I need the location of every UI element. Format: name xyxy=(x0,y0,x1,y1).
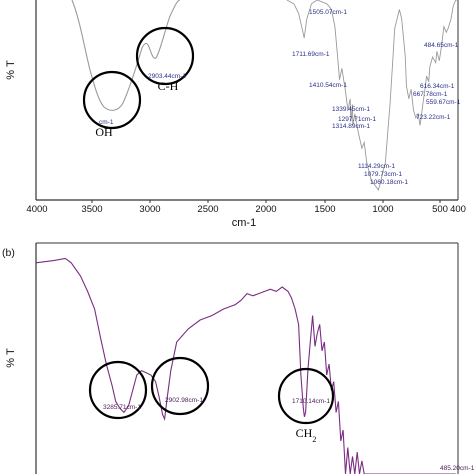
peak-label: 3285.71cm-1 xyxy=(103,404,141,411)
peak-label: 1710.14cm-1 xyxy=(292,398,330,405)
panel-b-spectrum-series xyxy=(35,257,456,474)
panel-a-oh-circle xyxy=(82,70,142,130)
peak-label: 723.22cm-1 xyxy=(416,114,451,121)
peak-label: 559.67cm-1 xyxy=(426,99,461,106)
peak-label: 1505.07cm-1 xyxy=(309,9,347,16)
peak-label: 1314.89cm-1 xyxy=(332,123,370,130)
x-tick-label: 500 xyxy=(432,204,448,215)
panel-b-peak-labels: 3285.71cm-1 2902.98cm-1 1710.14cm-1 485.20c… xyxy=(103,397,474,472)
peak-label: 2902.98cm-1 xyxy=(165,397,203,404)
peak-label: 1339.45cm-1 xyxy=(332,106,370,113)
x-tick-label: 2000 xyxy=(255,204,276,215)
panel-b-ch-circle xyxy=(150,356,210,416)
peak-label: 1711.69cm-1 xyxy=(292,51,330,58)
panel-a-y-axis-title: % T xyxy=(5,60,17,80)
panel-a-spectrum-series xyxy=(286,0,458,192)
panel-b-group-label-ch2: CH2 xyxy=(296,426,317,444)
peak-label: cm-1 xyxy=(99,119,114,126)
panel-b-ch2-circle xyxy=(277,367,335,425)
peak-label: 667.78cm-1 xyxy=(413,91,448,98)
panel-b-label: (b) xyxy=(2,247,15,259)
panel-a: % T 4000 3500 3000 2500 2000 1500 1000 5… xyxy=(5,0,466,229)
x-tick-label: 3500 xyxy=(81,204,102,215)
x-tick-label: 400 xyxy=(450,204,466,215)
peak-label: 1079.73cm-1 xyxy=(364,171,402,178)
peak-label: 1114.29cm-1 xyxy=(358,163,395,170)
x-tick-label: 1000 xyxy=(372,204,393,215)
peak-label: 1297.71cm-1 xyxy=(338,116,376,123)
panel-a-group-label-ch: C-H xyxy=(158,79,179,93)
peak-label: 1060.18cm-1 xyxy=(370,179,408,186)
panel-a-ch-circle xyxy=(135,26,195,86)
panel-a-peak-labels: 2903.44cm-1 1711.69cm-1 1505.07cm-1 1410.54… xyxy=(99,9,461,186)
panel-b: (b) % T 3285.71cm-1 2902.98cm-1 1710.14cm-… xyxy=(2,242,474,474)
peak-label: 485.20cm-1 xyxy=(440,465,474,472)
panel-a-spectrum-left xyxy=(71,0,181,111)
panel-a-x-tick-marks xyxy=(91,200,441,203)
panel-b-oh-circle xyxy=(88,360,148,420)
panel-a-x-tick-labels: 4000 3500 3000 2500 2000 1500 1000 500 4… xyxy=(26,204,466,215)
peak-label: 484.65cm-1 xyxy=(424,42,459,49)
peak-label: 1410.54cm-1 xyxy=(309,82,347,89)
x-tick-label: 4000 xyxy=(26,204,47,215)
peak-label: 616.34cm-1 xyxy=(420,83,455,90)
peak-label: 2903.44cm-1 xyxy=(148,73,186,80)
x-tick-label: 1500 xyxy=(314,204,335,215)
x-tick-label: 2500 xyxy=(197,204,218,215)
x-tick-label: 3000 xyxy=(139,204,160,215)
panel-b-y-axis-title: % T xyxy=(5,348,17,368)
panel-a-x-axis-title: cm-1 xyxy=(232,217,256,229)
panel-a-group-label-oh: OH xyxy=(95,125,113,139)
